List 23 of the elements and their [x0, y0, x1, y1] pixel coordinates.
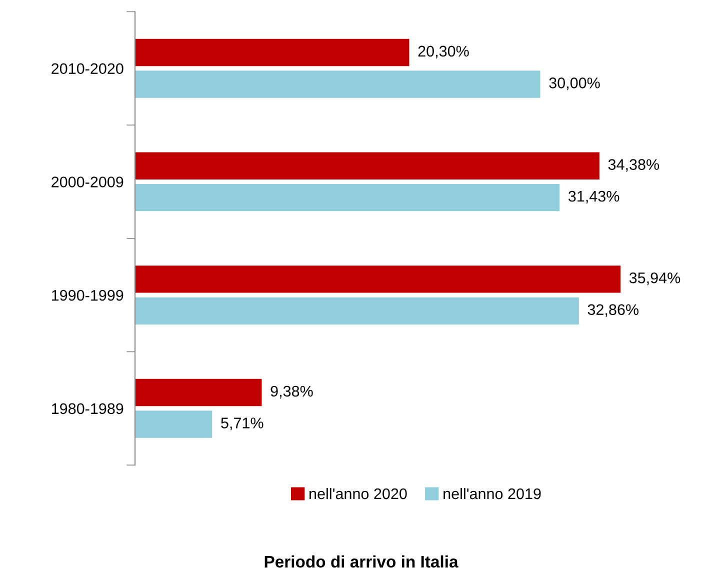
text: Periodo di arrivo in Italia: [264, 555, 458, 568]
bar: [135, 38, 410, 66]
data-label: 5,71%: [221, 418, 264, 430]
data-label: 20,30%: [418, 46, 469, 58]
data-label: 34,38%: [608, 159, 660, 172]
legend-label: nell'anno 2019: [444, 488, 541, 500]
y-tick-label: 1990-1999: [52, 290, 124, 301]
bar: [135, 378, 262, 406]
data-label: 35,94%: [629, 272, 680, 286]
legend-label: nell'anno 2020: [310, 488, 407, 500]
y-tick-label: 2010-2020: [52, 63, 124, 74]
y-tick-label: 2000-2009: [52, 176, 124, 188]
data-label: 9,38%: [270, 386, 313, 398]
bar: [135, 266, 620, 293]
bar: [135, 152, 600, 180]
bar: [135, 410, 212, 438]
data-label: 32,86%: [588, 304, 638, 317]
bar: [135, 70, 540, 98]
data-label: 30,00%: [549, 78, 600, 90]
bar: [135, 184, 560, 212]
data-label: 31,43%: [568, 190, 620, 204]
y-tick-label: 1980-1989: [52, 403, 124, 414]
bar: [135, 297, 579, 325]
